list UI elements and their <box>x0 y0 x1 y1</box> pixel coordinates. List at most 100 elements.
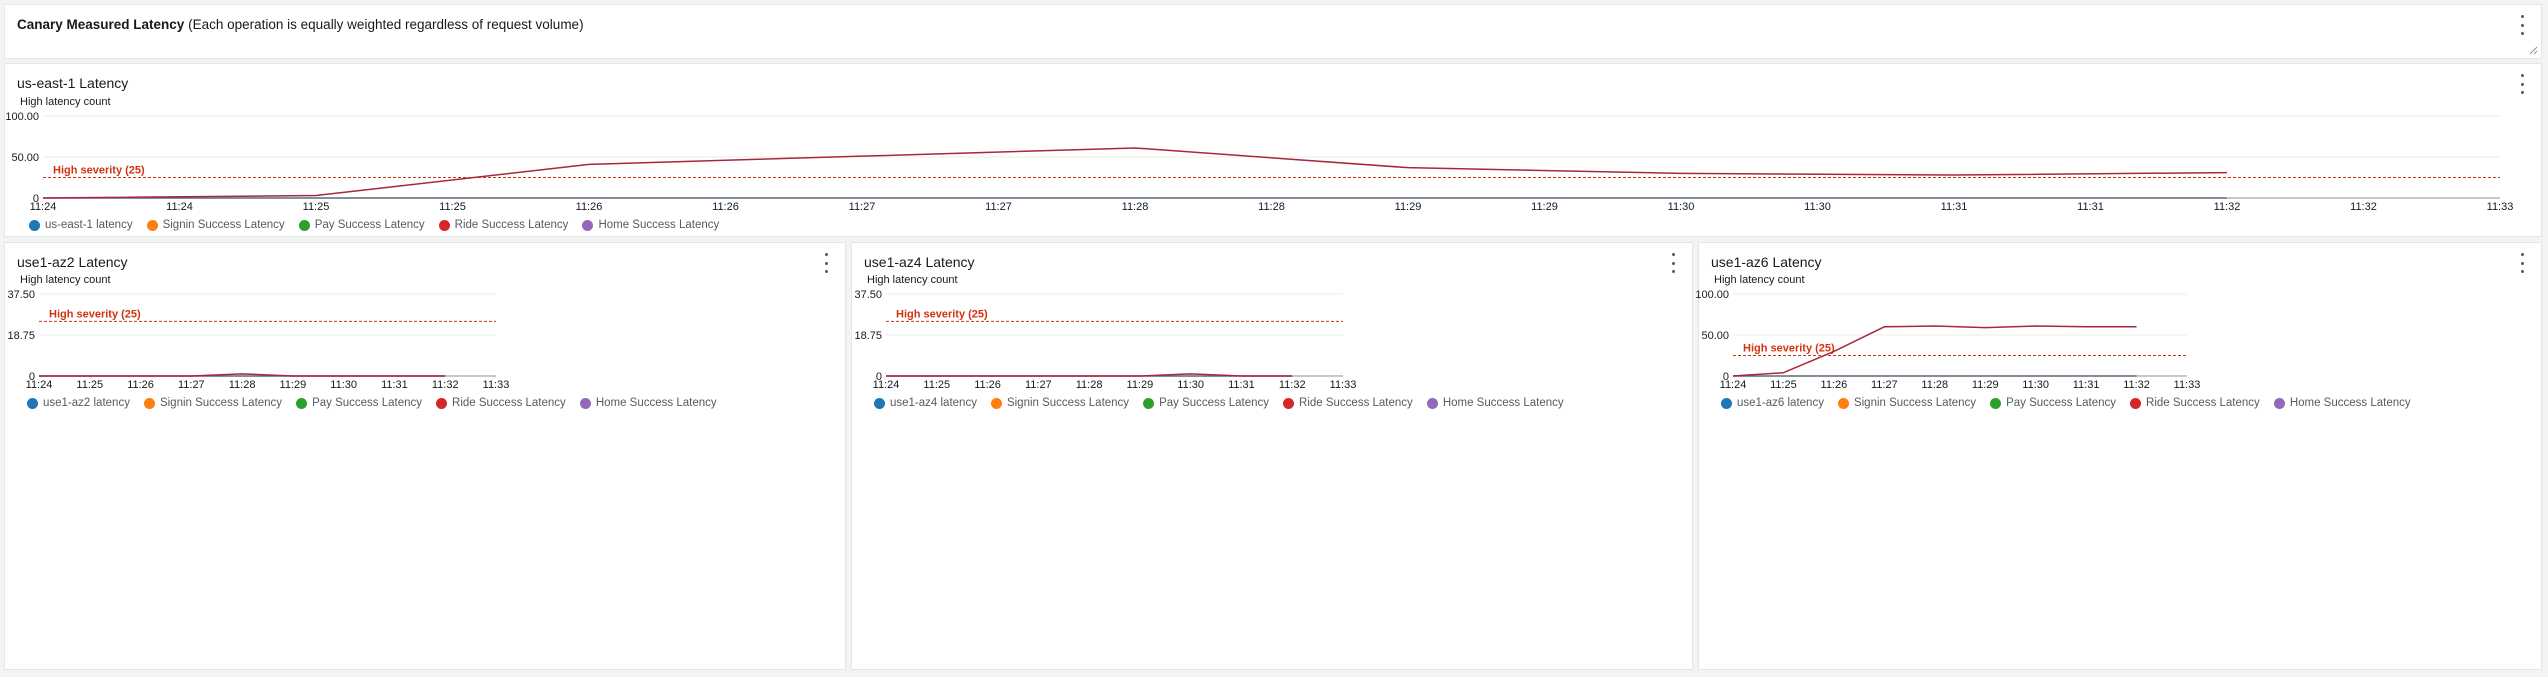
y-tick-label: 0 <box>33 193 39 205</box>
resize-handle-icon[interactable] <box>2528 45 2538 55</box>
legend-item[interactable]: use1-az4 latency <box>874 397 977 409</box>
x-tick-label: 11:30 <box>330 379 357 391</box>
chart-plot: 100.00 50.00 011:24 11:25 11:26 11:27 11:28 11:… <box>1695 289 2200 391</box>
series-line-ride-success-latency[interactable] <box>39 373 446 377</box>
legend-label: Pay Success Latency <box>2006 397 2117 409</box>
legend-item[interactable]: Pay Success Latency <box>1143 397 1269 409</box>
legend-item[interactable]: use1-az6 latency <box>1721 397 1824 409</box>
legend-item[interactable]: Signin Success Latency <box>143 397 282 409</box>
legend-label: Signin Success Latency <box>1853 397 1977 409</box>
x-tick-label: 11:29 <box>1395 201 1422 213</box>
x-tick-label: 11:32 <box>2214 201 2241 213</box>
widget-menu-icon[interactable] <box>2515 15 2529 35</box>
x-tick-label: 11:29 <box>280 379 307 391</box>
widget-menu-icon[interactable] <box>2515 253 2529 273</box>
widget-menu-icon[interactable] <box>819 253 833 273</box>
y-tick-label: 0 <box>876 371 882 383</box>
legend-label: Signin Success Latency <box>1006 397 1130 409</box>
x-tick-label: 11:26 <box>712 201 739 213</box>
panel-us-east-1-latency: us-east-1 Latency High latency count 100.0… <box>4 63 2542 237</box>
legend-label: use1-az6 latency <box>1737 397 1824 409</box>
y-tick-label: 18.75 <box>7 330 35 342</box>
legend-item[interactable]: Signin Success Latency <box>146 219 285 231</box>
legend-swatch-icon <box>1283 397 1295 409</box>
legend-label: use1-az4 latency <box>890 397 977 409</box>
legend-item[interactable]: Pay Success Latency <box>1990 397 2116 409</box>
legend-label: Ride Success Latency <box>454 219 569 231</box>
x-tick-label: 11:27 <box>1025 379 1052 391</box>
legend-item[interactable]: us-east-1 latency <box>29 219 133 231</box>
x-tick-label: 11:33 <box>483 379 510 391</box>
panel-title: use1-az6 Latency <box>1711 254 1822 270</box>
series-line-ride-success-latency[interactable] <box>1732 325 2137 377</box>
threshold-label: High severity (25) <box>1743 343 1835 355</box>
y-tick-label: 50.00 <box>11 152 39 164</box>
widget-menu-icon[interactable] <box>1666 253 1680 273</box>
text-widget: Canary Measured Latency (Each operation … <box>4 4 2542 59</box>
x-tick-label: 11:25 <box>303 201 330 213</box>
chart-plot: 37.50 18.75 011:24 11:25 11:26 11:27 11:28 11:2… <box>7 289 510 391</box>
x-tick-label: 11:24 <box>166 201 193 213</box>
legend-item[interactable]: Ride Success Latency <box>1283 397 1413 409</box>
legend-swatch-icon <box>1143 397 1155 409</box>
chart-legend: use1-az2 latency Signin Success Latency Pa… <box>27 397 731 409</box>
x-tick-label: 11:26 <box>576 201 603 213</box>
legend-item[interactable]: Ride Success Latency <box>438 219 569 231</box>
x-tick-label: 11:31 <box>1941 201 1968 213</box>
legend-item[interactable]: use1-az2 latency <box>27 397 130 409</box>
legend-label: Home Success Latency <box>2289 397 2411 409</box>
x-tick-label: 11:30 <box>1668 201 1695 213</box>
series-line-ride-success-latency[interactable] <box>886 373 1293 377</box>
x-tick-label: 11:32 <box>432 379 459 391</box>
legend-item[interactable]: Signin Success Latency <box>990 397 1130 409</box>
legend-swatch-icon <box>579 397 591 409</box>
x-tick-label: 11:32 <box>1279 379 1306 391</box>
legend-item[interactable]: Home Success Latency <box>582 219 719 231</box>
legend-label: Ride Success Latency <box>2146 397 2260 409</box>
legend-swatch-icon <box>298 219 310 231</box>
legend-label: Pay Success Latency <box>1159 397 1270 409</box>
series-line-ride-success-latency[interactable] <box>42 147 2228 199</box>
text-widget-title: Canary Measured Latency <box>17 17 185 32</box>
legend-swatch-icon <box>438 219 450 231</box>
text-widget-subtitle: (Each operation is equally weighted rega… <box>188 17 584 32</box>
y-axis-label: High latency count <box>20 96 111 108</box>
panel-title: us-east-1 Latency <box>17 75 129 91</box>
x-tick-label: 11:29 <box>1127 379 1154 391</box>
x-tick-label: 11:28 <box>1076 379 1103 391</box>
x-tick-label: 11:25 <box>439 201 466 213</box>
legend-item[interactable]: Signin Success Latency <box>1837 397 1977 409</box>
y-tick-label: 100.00 <box>1695 289 1729 301</box>
legend-item[interactable]: Ride Success Latency <box>2130 397 2260 409</box>
panel-use1-az2-latency: use1-az2 Latency High latency count 37.50 1… <box>4 242 846 670</box>
y-axis-label: High latency count <box>20 274 111 286</box>
x-tick-label: 11:27 <box>849 201 876 213</box>
legend-item[interactable]: Pay Success Latency <box>298 219 425 231</box>
legend-swatch-icon <box>582 219 594 231</box>
panel-use1-az4-latency: use1-az4 Latency High latency count 37.50 1… <box>851 242 1693 670</box>
widget-menu-icon[interactable] <box>2515 74 2529 94</box>
y-tick-label: 0 <box>29 371 35 383</box>
legend-label: Home Success Latency <box>595 397 717 409</box>
threshold-label: High severity (25) <box>53 165 145 177</box>
legend-swatch-icon <box>143 397 155 409</box>
legend-item[interactable]: Home Success Latency <box>2273 397 2411 409</box>
legend-item[interactable]: Ride Success Latency <box>436 397 566 409</box>
legend-swatch-icon <box>1721 397 1732 409</box>
legend-swatch-icon <box>874 397 885 409</box>
legend-item[interactable]: Pay Success Latency <box>296 397 422 409</box>
x-tick-label: 11:28 <box>1921 379 1948 391</box>
legend-item[interactable]: Home Success Latency <box>579 397 717 409</box>
legend-swatch-icon <box>990 397 1002 409</box>
x-tick-label: 11:24 <box>1720 379 1747 391</box>
x-tick-label: 11:27 <box>178 379 205 391</box>
x-tick-label: 11:33 <box>1330 379 1357 391</box>
x-tick-label: 11:24 <box>26 379 53 391</box>
legend-label: Pay Success Latency <box>312 397 423 409</box>
y-axis-label: High latency count <box>1714 274 1805 286</box>
threshold-label: High severity (25) <box>49 308 141 320</box>
legend-item[interactable]: Home Success Latency <box>1426 397 1564 409</box>
chart-legend: use1-az6 latency Signin Success Latency Pa… <box>1721 397 2425 409</box>
x-tick-label: 11:33 <box>2487 201 2514 213</box>
